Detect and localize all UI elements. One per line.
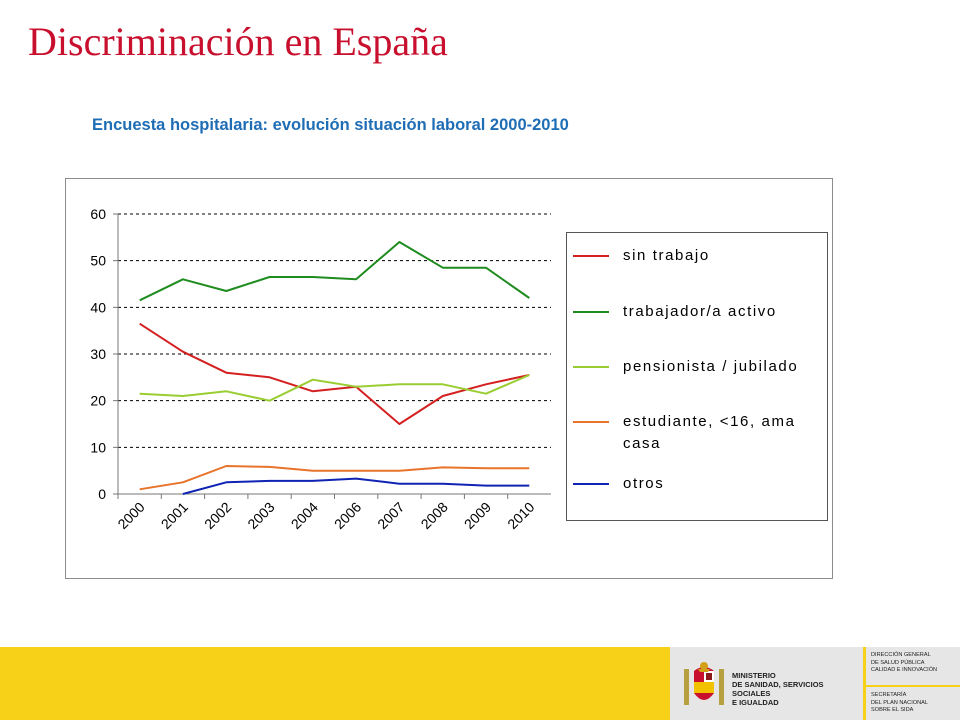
- series-line: [139, 374, 530, 402]
- series-line: [139, 465, 530, 491]
- legend-label: trabajador/a activo: [623, 303, 777, 320]
- series-line: [139, 241, 530, 302]
- y-tick-label: 10: [90, 439, 106, 455]
- agency-box-top: DIRECCIÓN GENERAL DE SALUD PÚBLICA CALID…: [866, 647, 960, 685]
- legend-label: otros: [623, 475, 665, 492]
- x-tick-label: 2001: [158, 499, 191, 532]
- x-tick-label: 2002: [201, 499, 234, 532]
- legend-label: sin trabajo: [623, 247, 710, 264]
- x-tick-label: 2006: [331, 499, 364, 532]
- x-tick-label: 2003: [244, 499, 277, 532]
- agency-box-bottom: SECRETARÍA DEL PLAN NACIONAL SOBRE EL SI…: [866, 687, 960, 720]
- ministry-name: MINISTERIO DE SANIDAD, SERVICIOS SOCIALE…: [732, 671, 824, 707]
- coat-of-arms-icon: [684, 662, 724, 705]
- x-tick-label: 2009: [461, 499, 494, 532]
- y-tick-label: 40: [90, 299, 106, 315]
- slide-title: Discriminación en España: [28, 19, 448, 64]
- y-tick-label: 20: [90, 393, 106, 409]
- y-tick-label: 60: [90, 206, 106, 222]
- series-line: [182, 477, 530, 495]
- x-tick-label: 2010: [504, 499, 537, 532]
- x-tick-label: 2000: [114, 499, 147, 532]
- x-tick-label: 2008: [418, 499, 451, 532]
- line-chart: 0 10 20 30 40 50 60 2000 2001 2002 2003 2004 2006 200…: [90, 206, 551, 532]
- legend-swatch: [573, 483, 609, 485]
- agency-name-bottom: SECRETARÍA DEL PLAN NACIONAL SOBRE EL SI…: [871, 692, 928, 713]
- y-tick-label: 0: [98, 486, 106, 502]
- agency-name-top: DIRECCIÓN GENERAL DE SALUD PÚBLICA CALID…: [871, 652, 938, 673]
- legend-item: sin trabajo: [573, 245, 823, 267]
- legend-swatch: [573, 366, 609, 368]
- legend-swatch: [573, 255, 609, 257]
- x-tick-label: 2004: [288, 499, 321, 532]
- y-tick-label: 30: [90, 346, 106, 362]
- ministry-logo: MINISTERIO DE SANIDAD, SERVICIOS SOCIALE…: [670, 647, 863, 720]
- legend-label: pensionista / jubilado: [623, 358, 799, 375]
- series-line: [139, 322, 530, 425]
- legend-item: otros: [573, 473, 823, 495]
- legend-item: trabajador/a activo: [573, 301, 823, 323]
- chart-legend: sin trabajo trabajador/a activo pensionist…: [566, 232, 828, 521]
- chart-subtitle: Encuesta hospitalaria: evolución situaci…: [92, 116, 569, 134]
- y-tick-label: 50: [90, 253, 106, 269]
- legend-item: pensionista / jubilado: [573, 356, 823, 378]
- legend-swatch: [573, 421, 609, 423]
- legend-item: estudiante, <16, ama casa: [573, 411, 823, 455]
- x-tick-label: 2007: [374, 499, 407, 532]
- legend-swatch: [573, 311, 609, 313]
- chart-frame: 0 10 20 30 40 50 60 2000 2001 2002 2003 2004 2006 200…: [65, 178, 833, 579]
- legend-label: estudiante, <16, ama casa: [623, 413, 796, 452]
